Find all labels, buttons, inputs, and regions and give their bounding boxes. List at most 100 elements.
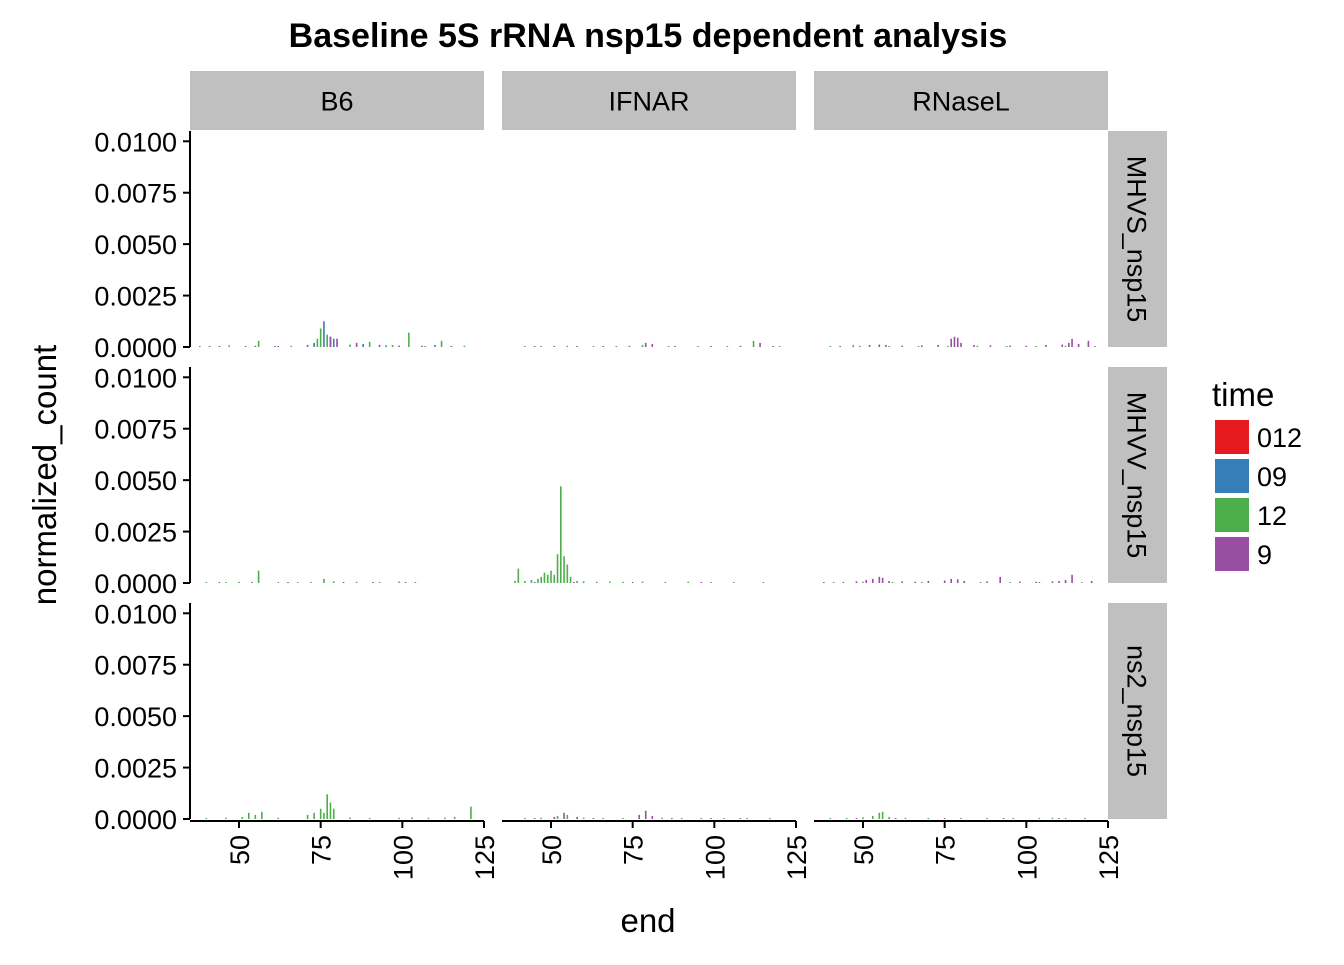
y-tick-label: 0.0075 [94,415,177,445]
bar-9-108 [1051,581,1054,583]
bar-9-108 [739,345,742,347]
bar-9-82 [342,582,345,583]
y-tick-label: 0.0050 [94,230,177,260]
bar-12-85 [976,345,979,347]
bar-12-42 [524,817,526,819]
bar-9-54 [251,582,253,583]
bar-12-72 [622,581,624,583]
bar-12-39 [514,580,516,583]
bar-12-52 [556,815,559,819]
bar-9-114 [1071,338,1073,347]
bar-12-60 [582,817,585,819]
bar-12-58 [576,580,578,583]
panel-mhvs-nsp15-rnasel [829,336,1096,347]
bar-12-40 [205,582,208,583]
bar-9-78 [329,336,332,347]
bar-9-66 [602,346,605,347]
bar-12-68 [921,582,923,583]
bar-9-91 [372,582,374,583]
bar-9-79 [644,342,647,347]
bar-12-80 [960,818,962,819]
bar-12-107 [424,345,426,347]
bar-12-73 [313,812,315,819]
bar-9-52 [868,344,871,347]
bar-9-58 [576,816,578,819]
x-tick-label: 50 [849,835,879,865]
bar-12-113 [444,817,446,819]
bar-12-79 [332,808,335,819]
bar-9-51 [553,346,556,347]
bar-12-116 [453,816,456,819]
bar-9-79 [956,579,959,583]
bar-12-38 [199,345,201,347]
bar-12-66 [290,345,293,347]
strip-label-mhvv-nsp15: MHVV_nsp15 [1122,392,1152,559]
bar-9-77 [638,814,640,819]
bar-12-56 [257,340,260,347]
legend-key-9 [1215,537,1249,571]
bar-09-62 [277,346,279,347]
bar-12-55 [566,814,569,819]
x-tick-label: 75 [307,835,337,865]
x-tick-label: 100 [1012,835,1042,880]
bar-12-108 [1051,817,1054,819]
bar-12-56 [257,570,260,583]
bar-9-99 [398,345,400,347]
bar-12-70 [927,817,930,819]
x-tick-label: 125 [1094,835,1124,880]
bar-12-92 [687,581,689,583]
bar-12-78 [641,581,644,583]
bar-9-52 [244,345,247,347]
bar-12-84 [349,817,351,819]
bar-12-66 [602,817,605,819]
bar-12-50 [238,581,240,583]
bar-9-86 [355,342,358,347]
x-tick-label: 50 [225,835,255,865]
bar-12-112 [1064,818,1067,819]
bar-12-119 [463,345,466,347]
strip-label-b6: B6 [320,87,353,117]
bar-12-103 [411,817,413,819]
bar-9-108 [739,818,742,819]
bar-12-53 [872,815,874,819]
bar-12-79 [332,581,335,583]
strip-ns2-nsp15 [1108,603,1167,819]
bar-12-104 [726,346,729,347]
strip-ifnar [502,71,796,130]
bar-12-104 [1038,581,1041,583]
bar-9-106 [1045,344,1047,347]
bar-09-88 [362,343,364,347]
bar-9-44 [218,582,221,583]
bar-9-80 [960,342,962,347]
panel-mhvv-nsp15-ifnar [514,486,765,583]
strip-mhvv-nsp15 [1108,367,1167,583]
bar-9-99 [710,345,712,347]
y-tick-label: 0.0025 [94,518,177,548]
x-tick-label: 125 [782,835,812,880]
bar-12-84 [349,344,351,347]
bar-9-57 [573,581,575,583]
y-tick-label: 0.0100 [94,127,177,157]
legend-key-012 [1215,420,1249,454]
bar-9-45 [533,582,536,583]
bar-12-53 [560,486,562,583]
bar-9-116 [1077,343,1080,347]
bar-09-110 [434,344,436,347]
bar-9-114 [759,342,761,347]
legend-label-09: 09 [1257,462,1287,492]
bar-12-49 [858,345,861,347]
bar-12-84 [661,817,663,819]
bar-9-88 [674,346,676,347]
bar-12-50 [862,581,864,583]
strip-label-mhvs-nsp15: MHVS_nsp15 [1122,156,1152,323]
y-tick-label: 0.0000 [94,805,177,835]
bar-9-75 [943,580,946,583]
y-tick-label: 0.0100 [94,363,177,393]
bar-9-110 [1058,580,1060,583]
strip-label-rnasel: RNaseL [912,87,1010,117]
bar-9-73 [937,344,939,347]
bar-12-68 [297,582,299,583]
bar-12-78 [329,802,332,819]
bar-12-57 [261,811,263,819]
bar-9-79 [956,337,959,347]
